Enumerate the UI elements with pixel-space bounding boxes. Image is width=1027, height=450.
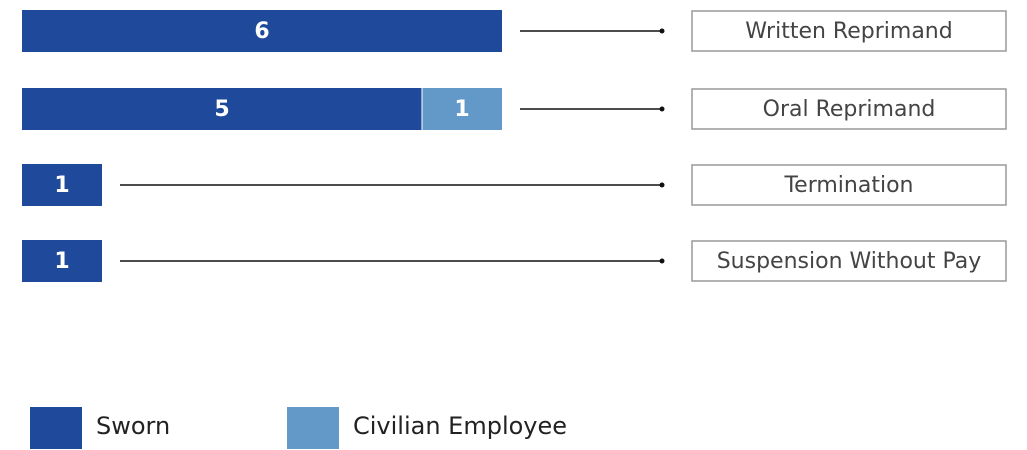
category-label: Oral Reprimand xyxy=(763,97,936,122)
bar-value-label: 5 xyxy=(214,97,229,122)
bar-value-label: 1 xyxy=(54,249,69,274)
bar-segment xyxy=(22,88,422,130)
legend-label: Sworn xyxy=(96,412,170,440)
bar-segment xyxy=(22,164,102,206)
bar-segment xyxy=(422,88,502,130)
legend-label: Civilian Employee xyxy=(353,412,567,440)
connector-dot xyxy=(659,106,665,112)
category-box xyxy=(691,10,1007,52)
category-label: Suspension Without Pay xyxy=(717,249,982,274)
category-box xyxy=(691,240,1007,282)
category-label: Written Reprimand xyxy=(745,19,952,44)
bar-value-label: 1 xyxy=(54,173,69,198)
connector-dot xyxy=(659,28,665,34)
legend-swatch xyxy=(30,407,82,449)
bar-value-label: 1 xyxy=(454,97,469,122)
category-box xyxy=(691,164,1007,206)
connector-dot xyxy=(659,182,665,188)
category-box xyxy=(691,88,1007,130)
legend-swatch xyxy=(287,407,339,449)
bar-value-label: 6 xyxy=(254,19,269,44)
bar-segment xyxy=(22,240,102,282)
category-label: Termination xyxy=(783,173,913,198)
connector-dot xyxy=(659,258,665,264)
bar-segment xyxy=(22,10,502,52)
